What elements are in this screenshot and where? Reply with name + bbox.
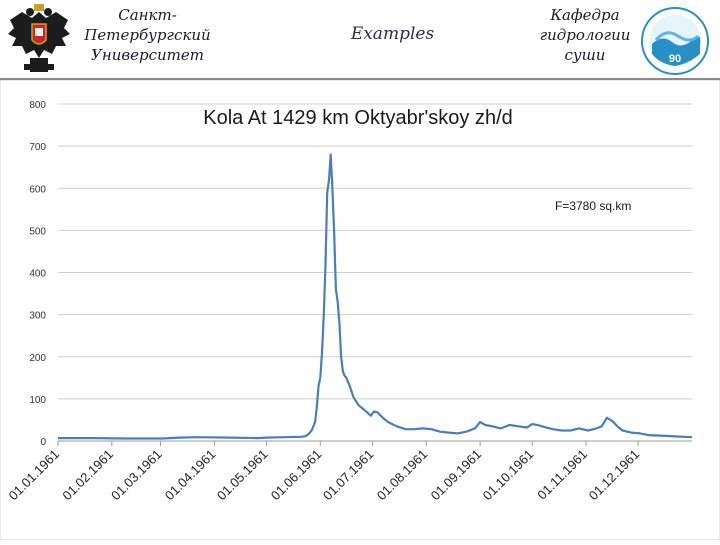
- y-tick-label: 700: [29, 142, 46, 153]
- header-right-line: Кафедра: [550, 6, 620, 24]
- water-wave-icon: 90: [641, 7, 709, 75]
- y-tick-label: 0: [40, 437, 46, 448]
- y-tick-label: 200: [29, 353, 46, 364]
- chart-annotation: F=3780 sq.km: [555, 199, 631, 213]
- department-logo: 90: [640, 6, 710, 76]
- header-university-name: Санкт- Петербургский Университет: [80, 5, 215, 65]
- header-right-line: суши: [564, 46, 606, 64]
- header-left-line: Санкт-: [118, 6, 177, 24]
- y-tick-label: 300: [29, 311, 46, 322]
- university-crest-logo: [2, 2, 76, 76]
- header-department-name: Кафедра гидрологии суши: [530, 5, 640, 65]
- header-left-line: Петербургский: [84, 26, 211, 44]
- header-left-line: Университет: [91, 46, 204, 64]
- discharge-chart: Kola At 1429 km Oktyabr'skoy zh/d F=3780…: [0, 79, 720, 541]
- series-line-discharge: [58, 153, 693, 440]
- header-divider: [0, 78, 720, 80]
- y-tick-label: 600: [29, 184, 46, 195]
- header-title: Examples: [350, 24, 435, 44]
- logo-number: 90: [669, 53, 681, 65]
- y-tick-label: 500: [29, 226, 46, 237]
- double-headed-eagle-icon: [2, 2, 76, 76]
- y-tick-label: 800: [29, 100, 46, 111]
- y-tick-label: 100: [29, 395, 46, 406]
- chart-container: Kola At 1429 km Oktyabr'skoy zh/d F=3780…: [0, 79, 720, 541]
- chart-background: [0, 79, 720, 541]
- header-right-line: гидрологии: [539, 26, 631, 44]
- slide-header: Санкт- Петербургский Университет Example…: [0, 0, 720, 78]
- chart-title: Kola At 1429 km Oktyabr'skoy zh/d: [203, 107, 513, 129]
- y-tick-label: 400: [29, 269, 46, 280]
